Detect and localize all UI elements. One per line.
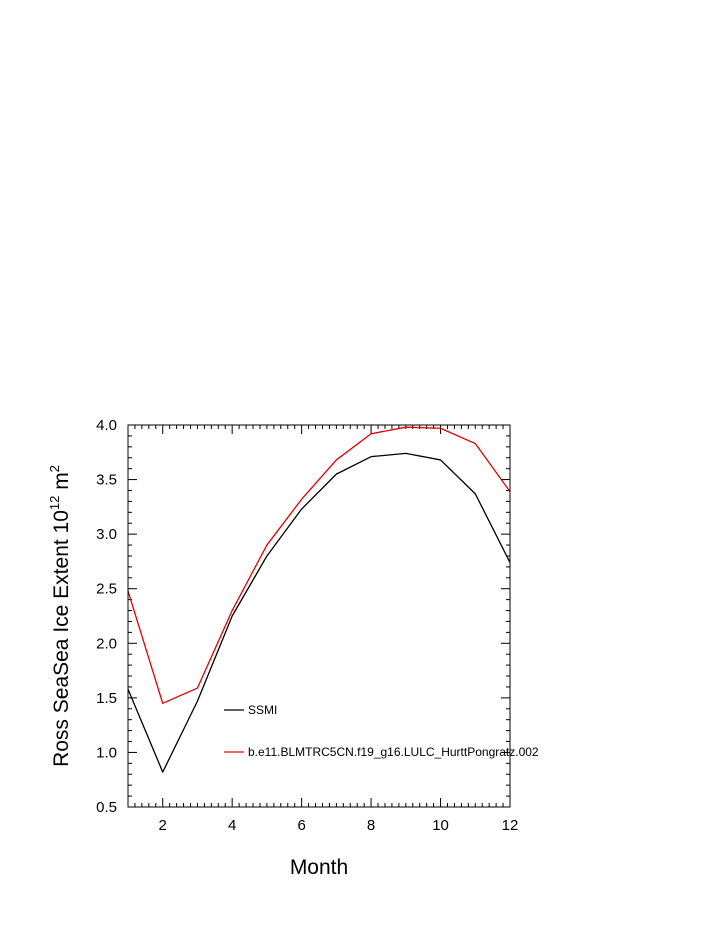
y-axis-title-exponent: 12 <box>47 496 62 510</box>
y-axis-title: Ross SeaSea Ice Extent 1012 m2 <box>47 465 73 767</box>
y-tick-label: 4.0 <box>96 417 117 434</box>
x-tick-label: 8 <box>367 817 375 834</box>
x-tick-labels: 2 4 6 8 10 12 <box>159 817 519 834</box>
x-tick-label: 2 <box>159 817 167 834</box>
y-tick-label: 2.0 <box>96 635 117 652</box>
legend: SSMI b.e11.BLMTRC5CN.f19_g16.LULC_HurttP… <box>224 703 539 759</box>
series-lines <box>127 426 511 773</box>
y-axis-title-unit: m <box>50 472 73 495</box>
axis-ticks <box>127 424 511 808</box>
x-tick-label: 6 <box>297 817 305 834</box>
y-tick-label: 3.5 <box>96 472 117 489</box>
y-tick-labels: 0.5 1.0 1.5 2.0 2.5 3.0 3.5 4.0 <box>96 417 117 816</box>
y-tick-label: 2.5 <box>96 581 117 598</box>
x-axis-title: Month <box>290 856 348 879</box>
plot-frame <box>127 424 511 808</box>
x-tick-label: 10 <box>432 817 449 834</box>
y-axis-title-unit-exponent: 2 <box>47 465 62 472</box>
legend-label-model: b.e11.BLMTRC5CN.f19_g16.LULC_HurttPongra… <box>248 745 539 759</box>
y-tick-label: 3.0 <box>96 526 117 543</box>
y-tick-label: 0.5 <box>96 799 117 816</box>
legend-label-ssmi: SSMI <box>248 703 277 717</box>
y-axis-title-main: Ross SeaSea Ice Extent 10 <box>50 510 73 767</box>
y-tick-label: 1.5 <box>96 690 117 707</box>
x-tick-label: 12 <box>502 817 519 834</box>
series-line-0 <box>127 452 511 773</box>
y-tick-label: 1.0 <box>96 744 117 761</box>
x-tick-label: 4 <box>228 817 236 834</box>
series-line-1 <box>127 426 511 704</box>
